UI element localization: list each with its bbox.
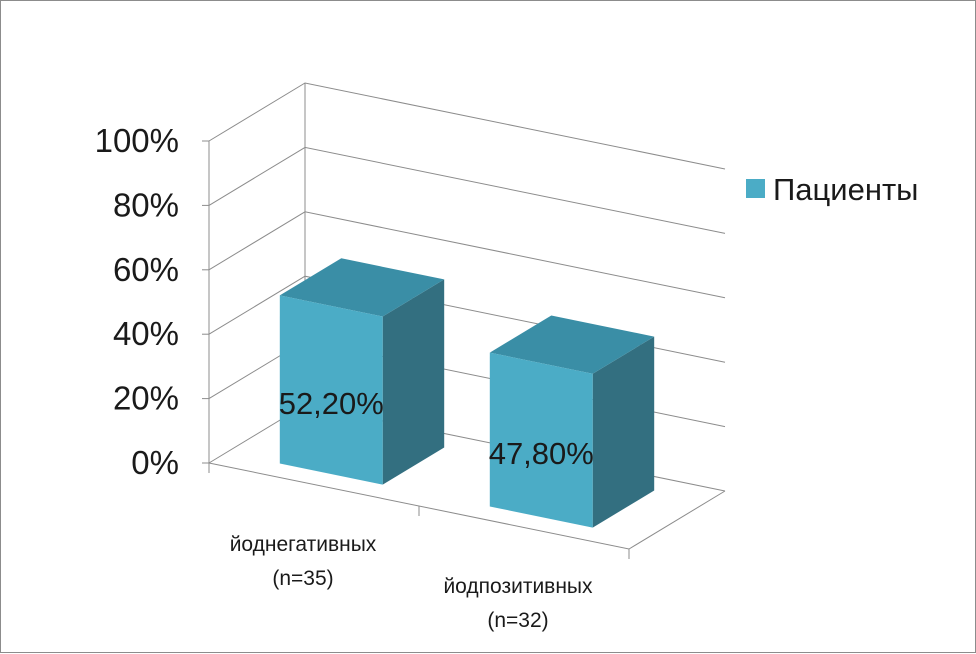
gridline-3 [208,211,726,299]
bar-1 [489,352,593,528]
data-label-0: 52,20% [279,386,384,421]
gridline-4 [208,146,726,234]
y-tick-label-4: 80% [113,186,179,223]
bar-top-0 [279,258,445,317]
legend-label: Пациенты [773,172,918,207]
gridline-5 [208,82,726,170]
y-tick-label-3: 60% [113,251,179,288]
legend-swatch [746,179,765,198]
x-category-label-1: йодпозитивных (n=32) [443,575,593,632]
bar-0 [279,295,383,485]
data-label-1: 47,80% [489,436,594,471]
y-tick-label-2: 40% [113,315,179,352]
bar-top-1 [489,315,655,374]
x-category-label-0: йоднегативных (n=35) [230,533,377,590]
y-tick-label-5: 100% [95,122,179,159]
y-tick-label-0: 0% [131,444,179,481]
y-tick-label-1: 20% [113,380,179,417]
bar-side-1 [592,336,655,528]
bar-side-0 [382,279,445,485]
